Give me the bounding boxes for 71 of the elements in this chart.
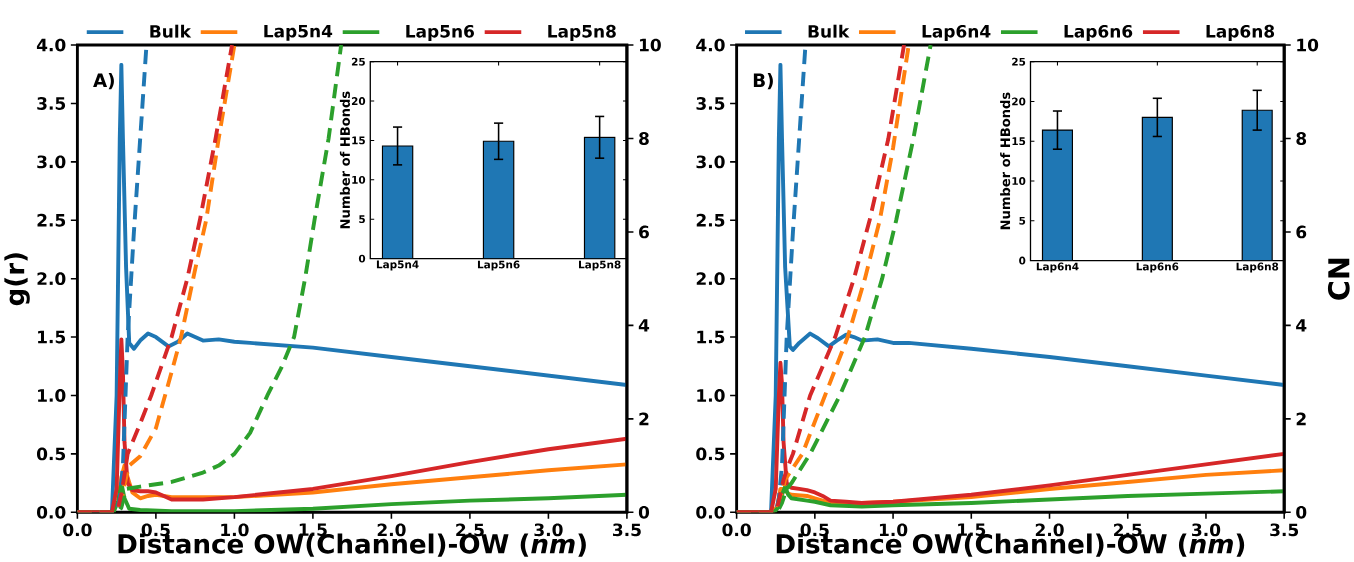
y-tick-label: 20 — [351, 97, 366, 105]
y-tick-label: 25 — [1012, 57, 1026, 66]
annotation: B) — [753, 72, 773, 90]
y-tick-label: 1.5 — [38, 330, 66, 344]
y2-tick-label: 0 — [638, 505, 650, 519]
y-axis-title: g(r) — [4, 253, 30, 306]
y-tick-label: 0.5 — [36, 447, 66, 461]
y-tick-label: 0.0 — [696, 505, 725, 519]
x-tick-label: Lap6n4 — [1036, 262, 1079, 273]
y-tick-label: 2.0 — [696, 272, 725, 285]
x-tick-label: 3.0 — [1192, 523, 1221, 537]
legend-label: Lap6n6 — [1064, 24, 1133, 41]
x-tick-label: Lap6n8 — [1236, 262, 1279, 273]
x-tick-label: Lap5n6 — [477, 260, 520, 271]
y2-axis-title: CN — [1327, 258, 1350, 300]
legend-label: Lap5n6 — [406, 24, 474, 41]
y2-tick-label: 6 — [1296, 225, 1307, 239]
legend-label: Lap6n4 — [922, 24, 991, 41]
y-tick-label: 1.0 — [697, 388, 725, 402]
x-tick-label: 3.5 — [613, 523, 641, 537]
y-tick-label: 3.5 — [37, 96, 66, 110]
y-tick-label: 0.0 — [36, 505, 66, 519]
y-tick-label: 25 — [351, 57, 365, 66]
y-tick-label: 15 — [1012, 137, 1026, 145]
y-tick-label: 10 — [1012, 176, 1026, 185]
y-tick-label: 5 — [359, 215, 365, 223]
x-tick-label: Lap6n6 — [1136, 262, 1179, 273]
x-tick-label: 3.0 — [534, 523, 563, 537]
x-tick-label: 0.0 — [63, 523, 92, 537]
y2-tick-label: 0 — [1296, 505, 1307, 519]
bar — [1041, 129, 1074, 261]
y-tick-label: 2.5 — [37, 213, 66, 227]
y2-tick-label: 10 — [1297, 38, 1319, 52]
y-tick-label: 0.5 — [696, 447, 725, 461]
legend-label: Lap5n4 — [264, 24, 333, 41]
y-tick-label: 3.5 — [696, 96, 725, 110]
y-tick-label: 1.5 — [697, 330, 725, 344]
y-tick-label: 5 — [1019, 216, 1026, 225]
y-axis-title: Number of HBonds — [339, 91, 350, 229]
y-tick-label: 1.0 — [38, 388, 66, 402]
y2-tick-label: 4 — [638, 319, 650, 332]
y-tick-label: 0 — [1019, 256, 1026, 265]
y-tick-label: 3.0 — [696, 155, 725, 169]
y2-tick-label: 2 — [1296, 412, 1306, 426]
y-tick-label: 4.0 — [36, 38, 66, 52]
y2-tick-label: 10 — [639, 38, 661, 52]
legend-label: Lap5n8 — [548, 24, 616, 41]
bar — [1241, 109, 1273, 261]
y-tick-label: 0 — [358, 254, 366, 263]
y-tick-label: 10 — [352, 175, 366, 184]
annotation: A) — [93, 72, 114, 90]
y-tick-label: 20 — [1012, 97, 1026, 106]
y-tick-label: 2.5 — [696, 213, 725, 227]
x-tick-label: 3.5 — [1270, 523, 1299, 537]
legend-label: Lap6n8 — [1206, 24, 1275, 41]
legend-label: Bulk — [808, 24, 850, 38]
y-tick-label: 4.0 — [696, 38, 725, 52]
y2-tick-label: 4 — [1296, 319, 1307, 332]
y-tick-label: 3.0 — [37, 155, 66, 169]
x-tick-label: Lap5n8 — [579, 260, 621, 271]
y2-tick-label: 8 — [1296, 131, 1307, 145]
y-tick-label: 15 — [352, 136, 365, 145]
bar — [1141, 116, 1173, 261]
y-axis-title: Number of HBonds — [1000, 92, 1011, 230]
y2-tick-label: 6 — [639, 225, 649, 239]
x-tick-label: Lap5n4 — [376, 260, 419, 271]
y-tick-label: 2.0 — [37, 272, 66, 285]
legend-label: Bulk — [150, 24, 192, 38]
x-tick-label: 0.0 — [722, 523, 751, 537]
y2-tick-label: 2 — [639, 412, 649, 426]
y2-tick-label: 8 — [639, 131, 649, 145]
